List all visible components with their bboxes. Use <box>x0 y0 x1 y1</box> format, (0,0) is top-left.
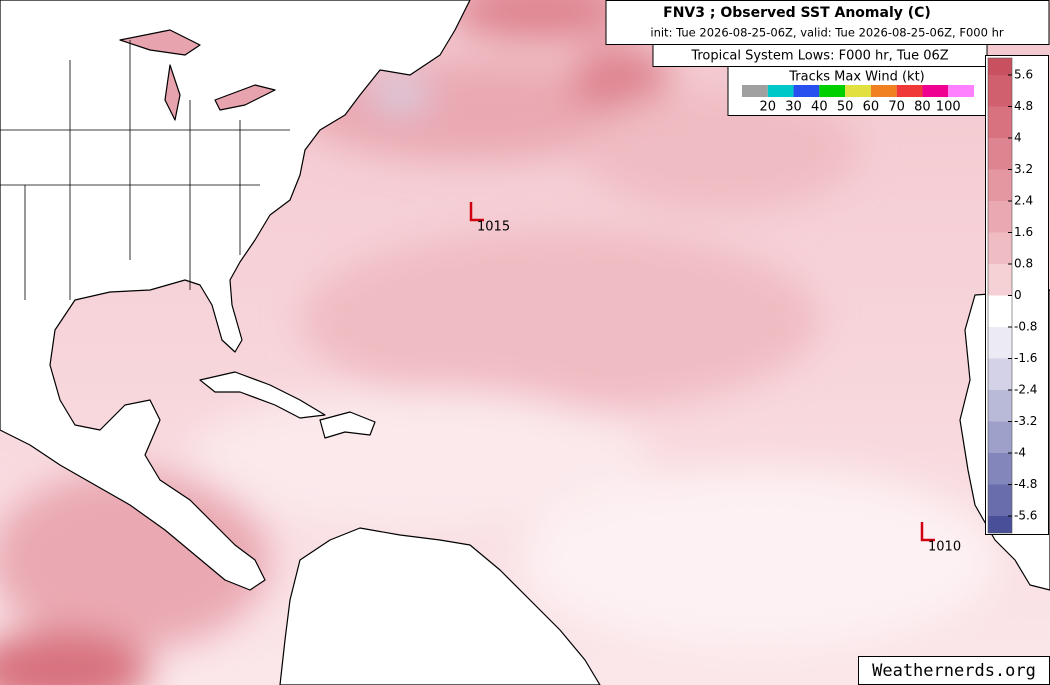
low-pressure: 1010 <box>928 540 961 555</box>
colorbar-segment <box>988 232 1012 264</box>
colorbar-segment <box>988 421 1012 453</box>
colorbar-segment <box>988 327 1012 359</box>
colorbar-segment <box>988 106 1012 138</box>
wind-color <box>948 85 974 97</box>
great-lakes <box>119 29 276 121</box>
low-pressure: 1015 <box>477 220 510 235</box>
colorbar-tick-label: 4 <box>1014 131 1022 145</box>
colorbar-segment <box>988 516 1012 533</box>
wind-color <box>793 85 820 97</box>
colorbar-tick-label: 3.2 <box>1014 162 1033 176</box>
colorbar-tick-label: 0 <box>1014 288 1022 302</box>
colorbar-tick-label: -3.2 <box>1014 414 1037 428</box>
wind-color <box>767 85 794 97</box>
colorbar-segment <box>988 390 1012 422</box>
colorbar-segment <box>988 138 1012 170</box>
wind-color <box>870 85 897 97</box>
cuba <box>199 371 326 419</box>
colorbar-segment <box>988 484 1012 516</box>
colorbar-tick-label: 1.6 <box>1014 225 1033 239</box>
wind-tick-label: 40 <box>811 100 828 115</box>
colorbar-tick-label: 2.4 <box>1014 194 1033 208</box>
low-labels: 1015 1010 <box>477 220 961 555</box>
colorbar-tick-label: 5.6 <box>1014 68 1033 82</box>
wind-tick-label: 70 <box>888 100 905 115</box>
wind-color <box>819 85 846 97</box>
wind-tick-label: 20 <box>760 100 777 115</box>
colorbar-tick-label: -0.8 <box>1014 320 1037 334</box>
colorbar-tick-label: -2.4 <box>1014 383 1037 397</box>
wind-color <box>742 85 768 97</box>
wind-color <box>845 85 871 97</box>
wind-color <box>896 85 923 97</box>
hispaniola <box>319 411 376 439</box>
colorbar-segment <box>988 295 1012 327</box>
subtitle: init: Tue 2026-08-25-06Z, valid: Tue 202… <box>650 26 1004 40</box>
tracks-title: Tropical System Lows: F000 hr, Tue 06Z <box>690 49 948 64</box>
colorbar: 5.6 4.8 4 3.2 2.4 1.6 0.8 0 -0.8 -1.6 -2.4 -3.2 -4 -4… <box>987 57 1037 534</box>
wind-tick-label: 50 <box>837 100 854 115</box>
colorbar-tick-label: -5.6 <box>1014 509 1037 523</box>
title-box <box>605 0 1050 45</box>
colorbar-segment <box>988 453 1012 485</box>
state-lines <box>0 40 290 300</box>
north-america <box>0 0 471 591</box>
low-symbol <box>469 202 484 222</box>
wind-title: Tracks Max Wind (kt) <box>788 70 925 85</box>
colorbar-tick-label: -4 <box>1014 446 1026 460</box>
wind-tick-label: 30 <box>785 100 802 115</box>
colorbar-segment <box>988 358 1012 390</box>
low-symbol <box>920 522 935 542</box>
colorbar-segment <box>988 169 1012 201</box>
low-markers <box>469 202 935 542</box>
wind-color <box>922 85 949 97</box>
colorbar-tick-label: 4.8 <box>1014 99 1033 113</box>
wind-tick-label: 80 <box>914 100 931 115</box>
south-america <box>279 527 601 685</box>
colorbar-segment <box>988 58 1012 75</box>
colorbar-tick-label: -4.8 <box>1014 477 1037 491</box>
wind-tick-label: 60 <box>863 100 880 115</box>
credit: Weathernerds.org <box>872 661 1036 681</box>
credit-box <box>858 656 1050 685</box>
colorbar-segment <box>988 201 1012 233</box>
colorbar-segment <box>988 264 1012 296</box>
colorbar-segment <box>988 75 1012 107</box>
colorbar-tick-label: -1.6 <box>1014 351 1037 365</box>
wind-scale: 20 30 40 50 60 70 80 100 <box>742 85 974 115</box>
colorbar-tick-label: 0.8 <box>1014 257 1033 271</box>
title: FNV3 ; Observed SST Anomaly (C) <box>663 5 931 21</box>
wind-tick-label: 100 <box>936 100 961 115</box>
